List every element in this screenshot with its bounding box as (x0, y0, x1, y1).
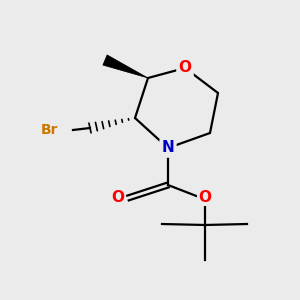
Text: Br: Br (40, 123, 58, 137)
Text: O: O (178, 61, 191, 76)
Text: N: N (162, 140, 174, 155)
Text: O: O (111, 190, 124, 206)
Polygon shape (103, 55, 148, 78)
Text: O: O (199, 190, 212, 205)
